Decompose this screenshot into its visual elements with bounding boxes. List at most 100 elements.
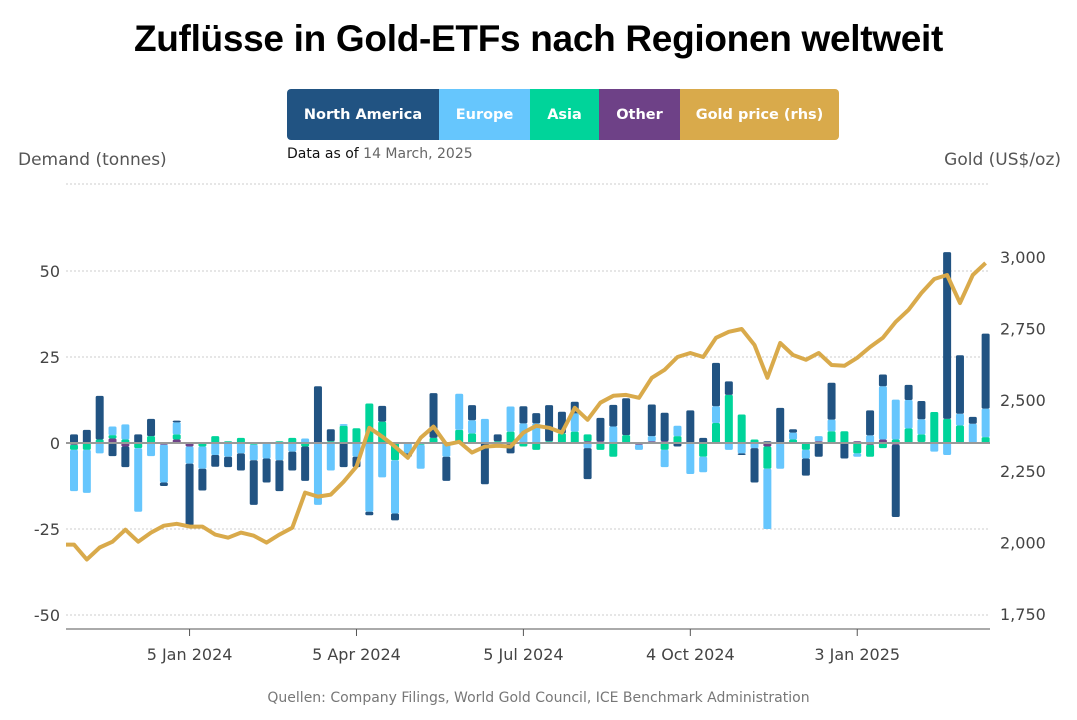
bar-north-america xyxy=(172,420,181,423)
bar-north-america xyxy=(968,416,977,424)
bar-europe xyxy=(891,399,900,440)
bar-europe xyxy=(789,432,798,440)
y-tick-label: 0 xyxy=(50,434,60,453)
bar-europe xyxy=(506,406,515,432)
bar-north-america xyxy=(827,382,836,420)
bar-europe xyxy=(378,443,387,478)
legend-item-north-america[interactable]: North America xyxy=(287,89,439,140)
x-tick-label: 5 Jan 2024 xyxy=(147,645,233,664)
bar-europe xyxy=(326,443,335,471)
bar-north-america xyxy=(211,455,220,467)
bar-asia xyxy=(917,434,926,442)
bar-north-america xyxy=(917,401,926,420)
bar-north-america xyxy=(955,355,964,414)
bar-north-america xyxy=(442,456,451,481)
bar-north-america xyxy=(339,443,348,468)
bar-asia xyxy=(339,425,348,443)
bar-asia xyxy=(506,431,515,443)
bar-europe xyxy=(236,443,245,454)
bar-asia xyxy=(943,418,952,443)
bar-europe xyxy=(301,438,310,443)
bar-asia xyxy=(660,443,669,450)
bar-north-america xyxy=(249,460,258,505)
right-axis-title: Gold (US$/oz) xyxy=(944,150,1061,170)
bar-north-america xyxy=(724,381,733,395)
bar-europe xyxy=(121,424,130,440)
bar-north-america xyxy=(275,460,284,492)
bar-europe xyxy=(673,425,682,437)
bar-north-america xyxy=(70,434,78,443)
bar-other xyxy=(108,438,117,443)
bar-europe xyxy=(763,468,772,529)
bar-europe xyxy=(288,443,297,452)
y2-tick-label: 1,750 xyxy=(1000,605,1046,624)
bar-europe xyxy=(224,443,233,457)
bar-europe xyxy=(275,443,284,461)
bar-europe xyxy=(943,443,952,456)
bar-north-america xyxy=(480,443,489,485)
bar-europe xyxy=(712,406,720,424)
legend-item-europe[interactable]: Europe xyxy=(439,89,530,140)
bar-europe xyxy=(70,449,78,492)
bar-asia xyxy=(981,437,990,443)
bar-north-america xyxy=(660,412,669,442)
x-tick-label: 4 Oct 2024 xyxy=(646,645,735,664)
bar-europe xyxy=(583,443,592,449)
bar-asia xyxy=(532,443,541,450)
bar-north-america xyxy=(159,482,168,486)
bar-europe xyxy=(198,446,207,469)
y-tick-label: 50 xyxy=(40,262,60,281)
bar-north-america xyxy=(981,333,990,409)
y2-tick-label: 2,500 xyxy=(1000,391,1046,410)
y-tick-label: -50 xyxy=(34,606,60,625)
bar-europe xyxy=(878,386,887,440)
chart-title: Zuflüsse in Gold-ETFs nach Regionen welt… xyxy=(133,18,944,59)
bar-north-america xyxy=(288,451,297,471)
bar-europe xyxy=(660,449,669,468)
bar-europe xyxy=(159,444,168,483)
y2-tick-label: 2,750 xyxy=(1000,319,1046,338)
bar-north-america xyxy=(519,406,528,424)
legend-item-asia[interactable]: Asia xyxy=(530,89,599,140)
bar-north-america xyxy=(365,511,374,516)
bar-europe xyxy=(827,419,836,432)
bar-asia xyxy=(878,443,887,449)
bar-north-america xyxy=(712,362,720,407)
bar-asia xyxy=(801,443,810,450)
bar-europe xyxy=(211,443,220,456)
bar-north-america xyxy=(699,437,708,443)
legend-item-other[interactable]: Other xyxy=(599,89,680,140)
y-tick-label: -25 xyxy=(34,520,60,539)
bar-europe xyxy=(724,443,733,450)
bar-europe xyxy=(313,443,322,505)
bar-europe xyxy=(686,443,695,474)
bar-north-america xyxy=(108,443,117,457)
bar-europe xyxy=(647,436,656,442)
bar-asia xyxy=(622,435,631,443)
legend-item-gold-price[interactable]: Gold price (rhs) xyxy=(680,89,839,140)
bar-north-america xyxy=(622,398,631,436)
bar-north-america xyxy=(95,395,104,440)
x-tick-label: 5 Apr 2024 xyxy=(312,645,401,664)
bar-europe xyxy=(866,435,875,443)
bar-north-america xyxy=(943,252,952,419)
bar-north-america xyxy=(262,458,271,483)
bar-north-america xyxy=(904,384,913,400)
bar-asia xyxy=(699,443,708,457)
bar-europe xyxy=(352,443,361,457)
bar-north-america xyxy=(545,405,554,442)
bar-north-america xyxy=(891,444,900,517)
data-as-of: Data as of 14 March, 2025 xyxy=(287,146,473,162)
y2-tick-label: 2,250 xyxy=(1000,462,1046,481)
bar-europe xyxy=(609,426,618,443)
bar-europe xyxy=(249,444,258,461)
bar-asia xyxy=(853,443,862,454)
bar-asia xyxy=(70,444,78,450)
bar-europe xyxy=(455,393,464,430)
bar-asia xyxy=(134,443,143,449)
bar-north-america xyxy=(493,434,502,442)
bar-europe xyxy=(750,443,759,449)
bar-asia xyxy=(827,431,836,443)
as-of-label: Data as of xyxy=(287,146,359,162)
